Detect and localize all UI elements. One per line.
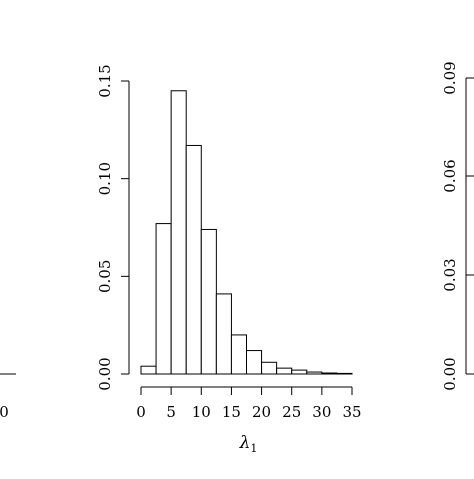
histogram-bar [140,365,157,375]
y-axis: 0.00 0.05 0.10 0.15 [96,64,130,391]
neighbor-left-panel-fragment: 0 [0,373,16,421]
x-axis-label-subscript: 1 [250,442,257,455]
histogram-bar [306,371,323,375]
y-tick-label: 0.15 [96,64,114,97]
histogram-bar [246,350,263,375]
x-axis-label: λ1 [239,433,258,455]
histogram-bar [185,144,202,375]
neighbor-left-x-tick-label: 0 [0,403,9,421]
x-tick-label: 30 [312,403,331,421]
histogram-bar [170,90,187,375]
y-tick-label: 0.05 [96,260,114,293]
histogram-bar [215,293,232,375]
histogram-bar [155,223,172,375]
histogram-bar [276,367,293,375]
x-tick-label: 25 [282,403,301,421]
x-axis-label-group: λ1 [239,433,258,455]
x-tick-label: 0 [136,403,146,421]
x-axis: 0 5 10 15 20 25 30 35 [136,386,362,421]
y-tick-label: 0.00 [96,357,114,390]
x-axis-label-main: λ [239,433,251,453]
neighbor-right-y-tick-label: 0.00 [441,357,459,390]
neighbor-right-y-tick-label: 0.03 [441,258,459,291]
neighbor-right-panel-fragment: 0.00 0.03 0.06 0.09 [441,61,474,391]
histogram-bar [261,361,278,375]
x-tick-label: 5 [166,403,176,421]
x-tick-label: 10 [192,403,211,421]
histogram-bar [200,228,217,375]
x-tick-label: 20 [252,403,271,421]
histogram-bar [291,369,308,375]
histogram-bar [336,372,353,375]
neighbor-right-y-tick-label: 0.06 [441,159,459,192]
y-tick-label: 0.10 [96,162,114,195]
histogram-bars [140,90,353,375]
neighbor-right-y-tick-label: 0.09 [441,61,459,94]
x-tick-label: 15 [222,403,241,421]
x-tick-label: 35 [342,403,361,421]
histogram-bar [321,372,338,375]
histogram-bar [230,334,247,375]
